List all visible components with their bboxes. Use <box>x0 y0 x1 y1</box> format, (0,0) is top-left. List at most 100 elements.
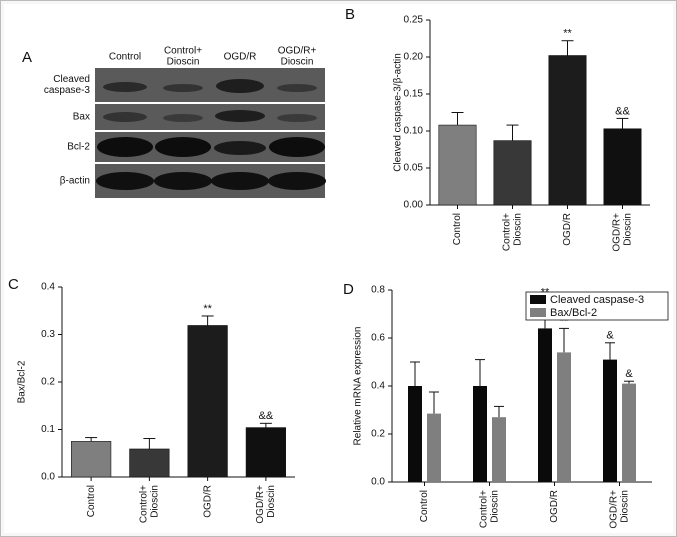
blot-band <box>155 137 211 157</box>
x-tick-label: OGD/R+ <box>612 213 623 252</box>
x-tick-label: Control+ <box>139 485 150 523</box>
y-axis-label: Cleaved caspase-3/β-actin <box>393 53 404 172</box>
panel-letter: A <box>22 49 32 66</box>
y-tick-label: 0.4 <box>371 381 385 392</box>
blot-band <box>103 112 147 122</box>
blot-divider <box>95 102 325 104</box>
lane-label: OGD/R <box>224 52 257 63</box>
x-tick-label: Control+ <box>502 213 513 251</box>
y-tick-label: 0.15 <box>404 89 424 100</box>
significance-label: & <box>625 368 633 380</box>
panel-letter: D <box>343 281 354 298</box>
legend-label: Cleaved caspase-3 <box>550 294 644 306</box>
significance-label: & <box>606 330 614 342</box>
significance-label: && <box>615 105 630 117</box>
lane-label: Dioscin <box>167 57 200 68</box>
bar <box>548 55 587 206</box>
x-tick-label: Control <box>452 213 463 245</box>
x-tick-label: Dioscin <box>620 490 631 523</box>
x-tick-label: OGD/R+ <box>609 490 620 529</box>
lane-label: Control+ <box>164 46 202 57</box>
x-tick-label: Dioscin <box>150 485 161 518</box>
blot-band <box>163 114 203 122</box>
y-tick-label: 0.6 <box>371 333 385 344</box>
y-axis-label: Relative mRNA expression <box>353 327 364 446</box>
y-tick-label: 0.00 <box>404 200 424 211</box>
significance-label: ** <box>563 28 572 40</box>
x-tick-label: OGD/R <box>549 490 560 523</box>
y-tick-label: 0.0 <box>41 472 55 483</box>
x-tick-label: Control+ <box>479 490 490 528</box>
bar <box>427 413 441 482</box>
bar <box>438 124 477 206</box>
y-tick-label: 0.3 <box>41 329 55 340</box>
blot-band <box>97 137 153 157</box>
bar <box>603 359 617 482</box>
blot-band <box>268 172 326 190</box>
y-tick-label: 0.20 <box>404 52 424 63</box>
panel-letter: B <box>345 6 355 23</box>
legend-box <box>525 291 669 321</box>
x-tick-label: Dioscin <box>513 213 524 246</box>
blot-band <box>269 137 325 157</box>
blot-band <box>211 172 269 190</box>
x-tick-label: Dioscin <box>623 213 634 246</box>
lane-label: OGD/R+ <box>278 46 317 57</box>
lane-label: Dioscin <box>281 57 314 68</box>
y-tick-label: 0.4 <box>41 282 55 293</box>
bar <box>408 386 422 482</box>
bar <box>493 140 532 206</box>
row-label: caspase-3 <box>44 85 91 96</box>
bar <box>187 325 228 478</box>
bar <box>622 383 636 482</box>
bar <box>71 441 112 478</box>
blot <box>95 68 326 198</box>
bar <box>557 352 571 482</box>
row-label: Cleaved <box>53 74 90 85</box>
y-tick-label: 0.8 <box>371 285 385 296</box>
x-tick-label: OGD/R+ <box>255 485 266 524</box>
blot-band <box>103 82 147 92</box>
significance-label: ** <box>560 315 569 327</box>
blot-band <box>277 84 317 92</box>
y-tick-label: 0.2 <box>41 377 55 388</box>
significance-label: ** <box>203 303 212 315</box>
x-tick-label: Dioscin <box>266 485 277 518</box>
y-axis-label: Bax/Bcl-2 <box>17 360 28 403</box>
x-tick-label: Control <box>419 490 430 522</box>
x-tick-label: OGD/R <box>202 485 213 518</box>
legend-label: Bax/Bcl-2 <box>550 307 597 319</box>
blot-divider <box>95 130 325 132</box>
y-tick-label: 0.05 <box>404 163 424 174</box>
blot-band <box>216 79 264 93</box>
lane-label: Control <box>109 52 141 63</box>
row-label: β-actin <box>60 176 90 187</box>
blot-band <box>214 141 266 155</box>
x-tick-label: Control <box>86 485 97 517</box>
blot-divider <box>95 162 325 164</box>
bar <box>129 448 170 478</box>
significance-label: && <box>259 410 274 422</box>
legend-swatch <box>530 295 546 304</box>
y-tick-label: 0.25 <box>404 15 424 26</box>
y-tick-label: 0.1 <box>41 424 55 435</box>
x-tick-label: Dioscin <box>490 490 501 523</box>
blot-band <box>163 84 203 92</box>
bar <box>538 328 552 482</box>
legend-swatch <box>530 308 546 317</box>
blot-band <box>96 172 154 190</box>
x-tick-label: OGD/R <box>562 213 573 246</box>
y-tick-label: 0.2 <box>371 429 385 440</box>
bar <box>245 427 286 478</box>
blot-band <box>215 110 265 122</box>
row-label: Bax <box>73 112 90 123</box>
blot-band <box>277 114 317 122</box>
blot-band <box>154 172 212 190</box>
bar <box>492 417 506 482</box>
bar <box>473 386 487 482</box>
y-tick-label: 0.0 <box>371 477 385 488</box>
row-label: Bcl-2 <box>67 142 90 153</box>
panel-letter: C <box>8 276 19 293</box>
y-tick-label: 0.10 <box>404 126 424 137</box>
